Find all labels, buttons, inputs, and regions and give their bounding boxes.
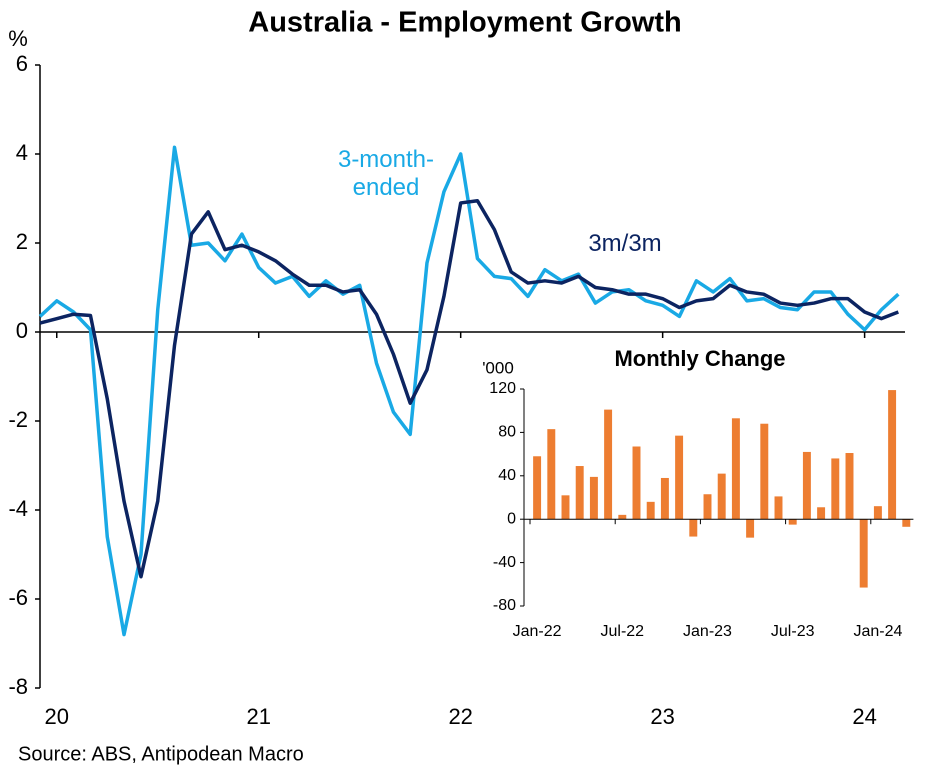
inset-y-tick-label: -80 — [493, 597, 516, 614]
y-axis-label: % — [8, 26, 28, 51]
bar — [845, 453, 854, 520]
y-tick-label: 2 — [16, 229, 28, 254]
line-series — [38, 145, 900, 637]
x-tick-label: 21 — [246, 704, 270, 729]
bar — [703, 494, 712, 520]
bar — [646, 501, 655, 520]
y-tick-label: 6 — [16, 51, 28, 76]
bar — [618, 514, 627, 520]
bar — [902, 519, 911, 527]
bar — [561, 495, 570, 520]
inset-x-tick-label: Jan-24 — [853, 623, 902, 640]
inset-title: Monthly Change — [614, 346, 785, 371]
x-tick-label: 23 — [650, 704, 674, 729]
x-tick-label: 22 — [448, 704, 472, 729]
y-tick-label: 4 — [16, 140, 28, 165]
bar — [689, 519, 698, 537]
bar — [746, 519, 755, 538]
bar — [589, 476, 598, 520]
chart-title: Australia - Employment Growth — [248, 7, 681, 39]
bar — [660, 477, 669, 520]
bar — [873, 506, 882, 520]
x-tick-label: 20 — [45, 704, 69, 729]
bar — [604, 409, 613, 520]
inset-background — [455, 340, 920, 652]
inset-y-tick-label: 40 — [498, 467, 516, 484]
inset-y-tick-label: 0 — [507, 510, 516, 527]
series-label: 3-month-ended — [337, 146, 435, 201]
inset-x-tick-label: Jul-23 — [771, 623, 815, 640]
inset-x-tick-label: Jan-22 — [513, 623, 562, 640]
bar — [774, 496, 783, 520]
bar — [533, 456, 542, 520]
x-tick-label: 24 — [852, 704, 876, 729]
series-label: 3m/3m — [588, 230, 662, 257]
y-tick-label: -2 — [8, 407, 28, 432]
bar — [547, 429, 556, 520]
inset-x-tick-label: Jan-23 — [683, 623, 732, 640]
bar — [575, 466, 584, 520]
bar — [675, 435, 684, 520]
source: Source: ABS, Antipodean Macro — [18, 743, 304, 765]
bar — [632, 446, 641, 520]
bar — [888, 390, 897, 520]
bar — [831, 458, 840, 520]
inset-y-label: '000 — [482, 358, 514, 377]
line-series — [39, 198, 899, 579]
inset-y-tick-label: 80 — [498, 424, 516, 441]
inset-y-tick-label: 120 — [489, 380, 516, 397]
bar — [717, 473, 726, 520]
bar — [817, 507, 826, 520]
bar — [788, 519, 797, 525]
y-tick-label: -4 — [8, 496, 28, 521]
y-tick-label: 0 — [16, 318, 28, 343]
bar — [802, 451, 811, 520]
bar — [859, 519, 868, 588]
bar — [731, 418, 740, 520]
inset-y-tick-label: -40 — [493, 554, 516, 571]
inset-x-tick-label: Jul-22 — [601, 623, 645, 640]
y-tick-label: -8 — [8, 674, 28, 699]
bar — [760, 423, 769, 520]
y-tick-label: -6 — [8, 585, 28, 610]
